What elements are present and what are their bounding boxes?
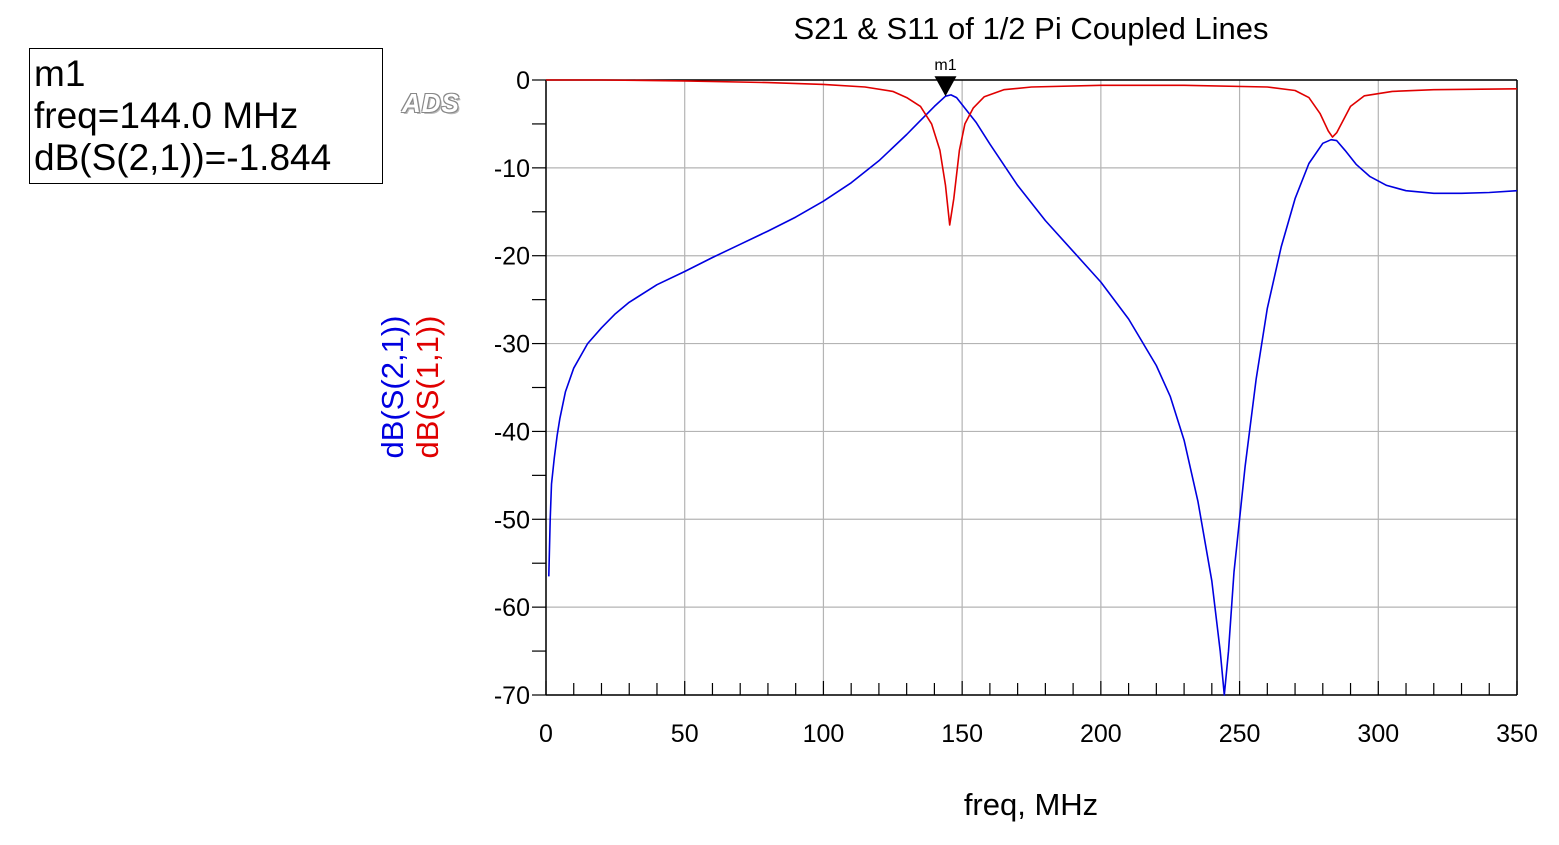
- y-tick-label: -60: [494, 594, 530, 622]
- y-tick-labels: 0 -10 -20 -30 -40 -50 -60 -70: [494, 67, 530, 710]
- x-tick-label: 100: [803, 720, 845, 748]
- x-tick-labels: 0 50 100 150 200 250 300 350: [539, 720, 1538, 748]
- y-tick-label: -10: [494, 155, 530, 183]
- x-tick-label: 300: [1357, 720, 1399, 748]
- series-line-s11: [546, 79, 1518, 226]
- x-axis-label: freq, MHz: [964, 787, 1098, 822]
- marker-name: m1: [34, 53, 86, 94]
- y-tick-label: -30: [494, 331, 530, 359]
- marker-label: m1: [934, 57, 956, 74]
- y-tick-label: -50: [494, 506, 530, 534]
- ads-watermark-logo: ADS: [402, 88, 460, 118]
- marker-triangle: [934, 76, 957, 97]
- minor-ticks: [532, 79, 1518, 696]
- x-tick-label: 350: [1496, 720, 1538, 748]
- plot-area: [545, 79, 1518, 696]
- y-tick-label: -70: [494, 682, 530, 710]
- x-tick-label: 0: [539, 720, 553, 748]
- grid-lines: [545, 79, 1518, 696]
- marker-freq: freq=144.0 MHz: [34, 95, 299, 136]
- x-tick-label: 200: [1080, 720, 1122, 748]
- x-tick-label: 50: [671, 720, 699, 748]
- series-line-s21: [548, 94, 1518, 696]
- x-tick-label: 150: [941, 720, 983, 748]
- y-axis-label-s21: dB(S(2,1)): [375, 316, 410, 459]
- chart-title: S21 & S11 of 1/2 Pi Coupled Lines: [793, 11, 1268, 46]
- marker-value: dB(S(2,1))=-1.844: [34, 137, 332, 178]
- y-axis-label-s11: dB(S(1,1)): [410, 316, 445, 459]
- y-tick-label: 0: [516, 67, 530, 95]
- x-tick-label: 250: [1219, 720, 1261, 748]
- y-tick-label: -40: [494, 418, 530, 446]
- y-tick-label: -20: [494, 243, 530, 271]
- y-axis-labels: dB(S(2,1)) dB(S(1,1)): [375, 316, 445, 459]
- marker-readout-box: m1 freq=144.0 MHz dB(S(2,1))=-1.844: [29, 48, 383, 184]
- marker-m1: m1: [934, 57, 957, 97]
